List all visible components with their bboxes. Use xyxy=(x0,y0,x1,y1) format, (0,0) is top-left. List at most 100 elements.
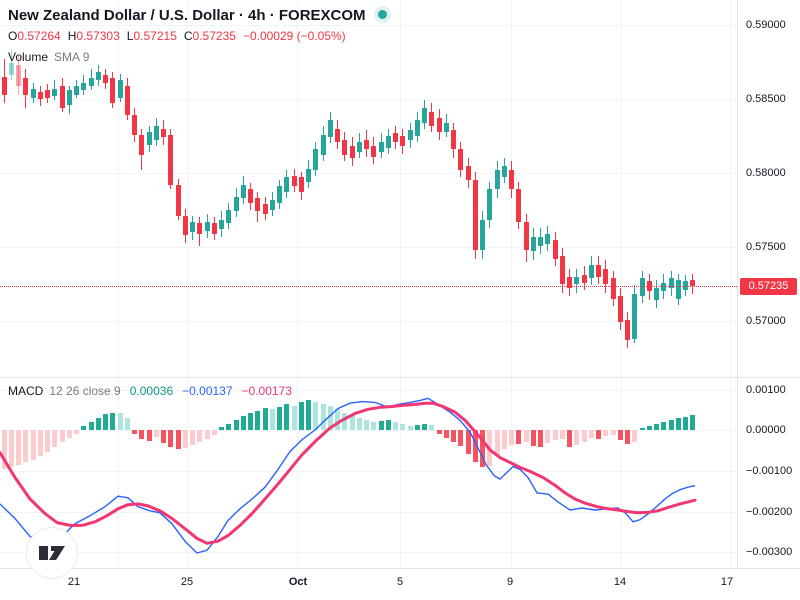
axis-time-label: 14 xyxy=(613,576,627,588)
macd-histogram-bar xyxy=(291,405,297,430)
symbol-legend[interactable]: New Zealand Dollar / U.S. Dollar · 4h · … xyxy=(8,7,387,24)
high-label: H xyxy=(67,29,77,43)
macd-histogram-bar xyxy=(603,430,609,436)
candle-down xyxy=(509,170,514,190)
candle-up xyxy=(277,186,282,203)
macd-histogram-bar xyxy=(132,430,137,435)
candle-up xyxy=(146,131,152,145)
vertical-gridline xyxy=(400,0,401,568)
macd-histogram-bar xyxy=(683,417,688,430)
macd-histogram-bar xyxy=(393,422,398,430)
candle-down xyxy=(291,175,297,187)
macd-histogram-bar xyxy=(240,416,246,430)
high-value: 0.57303 xyxy=(76,29,120,43)
vertical-gridline xyxy=(511,0,512,568)
candle-up xyxy=(501,165,507,178)
macd-histogram-bar xyxy=(422,424,427,430)
volume-sma-label: SMA 9 xyxy=(54,50,90,64)
candle-down xyxy=(342,140,348,156)
macd-histogram-bar xyxy=(175,430,181,450)
macd-histogram-bar xyxy=(298,402,304,430)
macd-histogram-bar xyxy=(465,430,471,454)
candle-down xyxy=(552,239,558,259)
pane-separator[interactable] xyxy=(0,377,800,378)
candle-down xyxy=(458,149,464,171)
candle-down xyxy=(349,146,355,159)
candle-down xyxy=(371,146,377,157)
candle-down xyxy=(124,85,130,116)
candle-down xyxy=(610,278,616,299)
macd-params: 12 26 close 9 xyxy=(49,384,121,398)
candle-up xyxy=(675,279,681,299)
tradingview-logo[interactable] xyxy=(26,527,78,579)
macd-histogram-bar xyxy=(400,424,406,430)
macd-histogram-bar xyxy=(226,424,232,430)
candle-down xyxy=(1,76,7,95)
macd-histogram-bar xyxy=(690,415,696,430)
tradingview-logo-glyph xyxy=(39,546,65,560)
macd-histogram-bar xyxy=(617,430,623,440)
macd-histogram-bar xyxy=(110,412,116,430)
candle-up xyxy=(414,119,420,136)
macd-histogram-bar xyxy=(661,422,667,430)
candle-up xyxy=(632,294,638,339)
axis-time-label: 21 xyxy=(67,576,81,588)
candle-down xyxy=(45,90,50,98)
macd-histogram-bar xyxy=(52,430,58,447)
axis-time-label: 17 xyxy=(720,576,734,588)
candle-up xyxy=(538,236,543,246)
macd-histogram-bar xyxy=(501,430,507,449)
candle-wick xyxy=(18,54,19,95)
axis-price-label: 0.00100 xyxy=(746,384,786,396)
candle-down xyxy=(465,165,471,181)
macd-histogram-bar xyxy=(675,418,681,430)
candle-up xyxy=(88,78,94,86)
candle-up xyxy=(81,82,87,91)
macd-histogram-bar xyxy=(211,430,217,435)
macd-line-value: −0.00137 xyxy=(182,384,233,398)
candle-up xyxy=(204,221,210,231)
macd-histogram-bar xyxy=(190,430,195,446)
candle-down xyxy=(436,118,442,132)
candle-up xyxy=(284,177,290,193)
macd-histogram-bar xyxy=(545,430,551,443)
candle-up xyxy=(530,236,536,252)
candle-up xyxy=(320,134,326,156)
candle-down xyxy=(472,180,478,250)
candle-down xyxy=(103,75,108,83)
macd-histogram-bar xyxy=(45,430,50,452)
macd-histogram-bar xyxy=(153,430,159,438)
price-pane[interactable] xyxy=(0,0,737,377)
macd-histogram-bar xyxy=(30,430,36,460)
macd-histogram-bar xyxy=(581,430,587,442)
macd-histogram-bar xyxy=(494,430,500,456)
candle-down xyxy=(59,85,65,108)
volume-legend[interactable]: Volume SMA 9 xyxy=(8,50,89,64)
macd-histogram-bar xyxy=(233,420,239,430)
macd-histogram-bar xyxy=(574,430,580,446)
candle-down xyxy=(23,78,29,95)
macd-histogram-bar xyxy=(81,425,87,430)
macd-histogram-bar xyxy=(516,430,522,444)
axis-time-label: Oct xyxy=(288,576,308,588)
macd-histogram-bar xyxy=(88,422,94,430)
candle-up xyxy=(306,168,311,182)
macd-histogram-bar xyxy=(588,430,594,438)
candle-up xyxy=(407,130,413,141)
candle-down xyxy=(161,128,166,138)
macd-histogram-bar xyxy=(182,430,188,449)
candle-up xyxy=(545,233,551,245)
macd-legend[interactable]: MACD 12 26 close 9 0.00036 −0.00137 −0.00173 xyxy=(8,384,292,398)
market-status-dot[interactable] xyxy=(377,10,387,19)
macd-histogram-bar xyxy=(262,408,268,430)
macd-histogram-bar xyxy=(451,430,456,442)
macd-histogram-bar xyxy=(538,430,543,447)
macd-histogram-bar xyxy=(197,430,203,443)
macd-histogram-bar xyxy=(364,420,369,430)
candle-up xyxy=(66,90,72,105)
macd-histogram-bar xyxy=(327,406,333,430)
volume-label: Volume xyxy=(8,50,49,64)
macd-histogram-bar xyxy=(639,427,645,430)
macd-histogram-bar xyxy=(1,430,7,470)
